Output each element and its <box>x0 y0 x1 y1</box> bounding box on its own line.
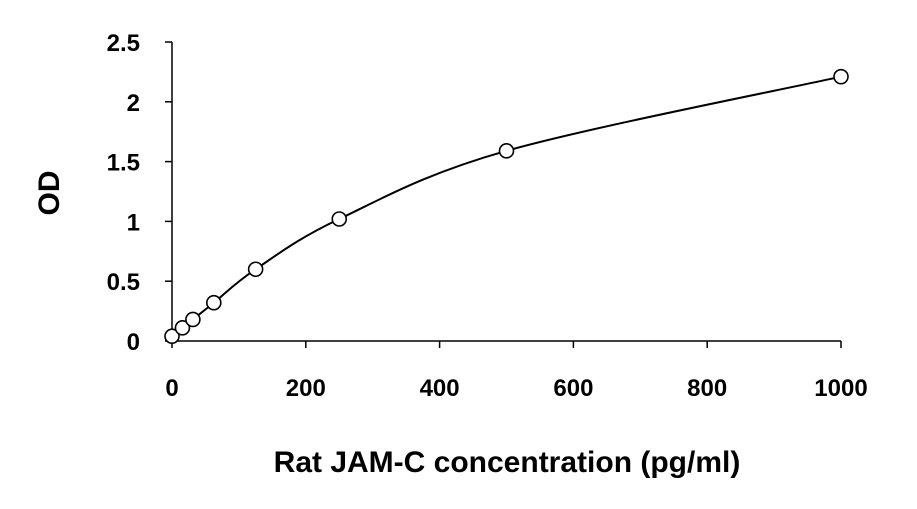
x-axis-title: Rat JAM-C concentration (pg/ml) <box>274 446 741 479</box>
x-tick-label: 400 <box>420 375 460 402</box>
data-point <box>331 211 348 227</box>
data-point <box>206 294 222 311</box>
y-tick-label: 0.5 <box>107 269 140 296</box>
data-point <box>174 320 191 336</box>
data-point <box>498 143 515 159</box>
y-tick-label: 1 <box>127 209 140 236</box>
x-tick-label: 600 <box>553 375 593 402</box>
data-point <box>833 68 849 85</box>
fit-curve <box>171 75 842 337</box>
data-point <box>247 261 264 278</box>
data-points <box>164 68 849 345</box>
y-tick-label: 2 <box>127 90 140 117</box>
y-tick-label: 2.5 <box>107 30 140 57</box>
axes: 0 200 400 600 800 1000 0 0.5 1 1.5 2 2.5 <box>107 30 868 402</box>
x-tick-label: 200 <box>286 375 326 402</box>
x-tick-label: 0 <box>165 375 178 402</box>
y-tick-label: 0 <box>127 329 140 356</box>
y-axis-title: OD <box>33 171 66 216</box>
x-tick-label: 1000 <box>814 375 867 402</box>
x-ticks: 0 200 400 600 800 1000 <box>165 341 868 402</box>
y-tick-label: 1.5 <box>107 150 140 177</box>
y-ticks: 0 0.5 1 1.5 2 2.5 <box>107 30 172 356</box>
data-point <box>185 311 201 328</box>
x-tick-label: 800 <box>687 375 727 402</box>
data-point <box>164 328 180 345</box>
